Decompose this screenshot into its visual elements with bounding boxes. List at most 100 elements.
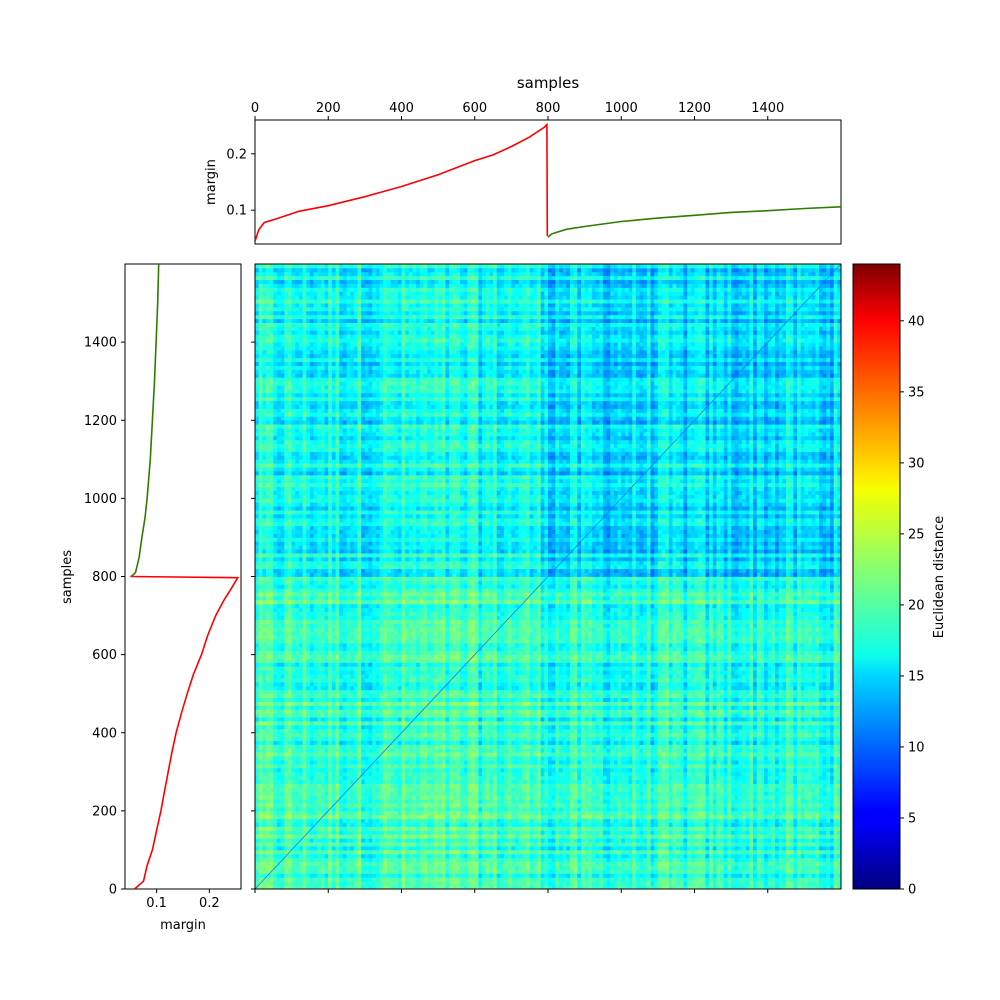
heatmap-cell xyxy=(431,799,435,803)
heatmap-cell xyxy=(632,869,636,873)
heatmap-cell xyxy=(636,838,640,842)
heatmap-cell xyxy=(559,791,563,795)
heatmap-cell xyxy=(343,850,347,854)
heatmap-cell xyxy=(332,858,336,862)
heatmap-cell xyxy=(662,791,666,795)
heatmap-cell xyxy=(749,830,753,834)
heatmap-cell xyxy=(779,791,783,795)
heatmap-cell xyxy=(684,815,688,819)
heatmap-cell xyxy=(673,881,677,885)
heatmap-cell xyxy=(695,795,699,799)
heatmap-cell xyxy=(434,862,438,866)
heatmap-cell xyxy=(277,768,281,772)
heatmap-cell xyxy=(508,791,512,795)
heatmap-cell xyxy=(731,834,735,838)
heatmap-cell xyxy=(566,877,570,881)
heatmap-cell xyxy=(815,877,819,881)
heatmap-cell xyxy=(306,838,310,842)
heatmap-cell xyxy=(493,823,497,827)
heatmap-cell xyxy=(391,803,395,807)
heatmap-cell xyxy=(566,827,570,831)
heatmap-cell xyxy=(815,799,819,803)
heatmap-cell xyxy=(687,877,691,881)
heatmap-cell xyxy=(629,858,633,862)
heatmap-cell xyxy=(299,854,303,858)
heatmap-cell xyxy=(629,780,633,784)
heatmap-cell xyxy=(387,819,391,823)
heatmap-cell xyxy=(303,795,307,799)
heatmap-cell xyxy=(420,772,424,776)
heatmap-cell xyxy=(255,838,259,842)
heatmap-cell xyxy=(768,784,772,788)
heatmap-cell xyxy=(588,776,592,780)
heatmap-cell xyxy=(808,842,812,846)
heatmap-cell xyxy=(500,807,504,811)
heatmap-cell xyxy=(383,834,387,838)
heatmap-cell xyxy=(621,846,625,850)
heatmap-cell xyxy=(727,772,731,776)
heatmap-cell xyxy=(713,881,717,885)
heatmap-cell xyxy=(658,811,662,815)
heatmap-cell xyxy=(434,772,438,776)
heatmap-cell xyxy=(775,858,779,862)
heatmap-cell xyxy=(391,873,395,877)
heatmap-cell xyxy=(552,858,556,862)
heatmap-cell xyxy=(775,815,779,819)
heatmap-cell xyxy=(735,784,739,788)
heatmap-cell xyxy=(277,787,281,791)
heatmap-cell xyxy=(793,854,797,858)
heatmap-cell xyxy=(804,842,808,846)
heatmap-cell xyxy=(724,780,728,784)
heatmap-cell xyxy=(533,846,537,850)
heatmap-cell xyxy=(680,784,684,788)
heatmap-cell xyxy=(530,866,534,870)
heatmap-cell xyxy=(383,873,387,877)
heatmap-cell xyxy=(760,772,764,776)
heatmap-cell xyxy=(434,842,438,846)
heatmap-cell xyxy=(684,807,688,811)
heatmap-cell xyxy=(665,768,669,772)
heatmap-cell xyxy=(325,854,329,858)
heatmap-cell xyxy=(691,869,695,873)
heatmap-cell xyxy=(361,858,365,862)
heatmap-cell xyxy=(365,830,369,834)
heatmap-cell xyxy=(705,838,709,842)
heatmap-cell xyxy=(691,877,695,881)
heatmap-cell xyxy=(570,834,574,838)
heatmap-cell xyxy=(680,877,684,881)
heatmap-cell xyxy=(273,795,277,799)
heatmap-cell xyxy=(369,877,373,881)
heatmap-cell xyxy=(266,791,270,795)
heatmap-cell xyxy=(460,842,464,846)
heatmap-cell xyxy=(705,866,709,870)
heatmap-cell xyxy=(354,795,358,799)
heatmap-cell xyxy=(442,830,446,834)
heatmap-cell xyxy=(629,819,633,823)
heatmap-cell xyxy=(336,830,340,834)
heatmap-cell xyxy=(423,877,427,881)
heatmap-cell xyxy=(596,791,600,795)
heatmap-cell xyxy=(442,799,446,803)
heatmap-cell xyxy=(420,784,424,788)
heatmap-cell xyxy=(636,795,640,799)
heatmap-cell xyxy=(548,881,552,885)
heatmap-cell xyxy=(548,795,552,799)
heatmap-cell xyxy=(581,834,585,838)
heatmap-cell xyxy=(522,823,526,827)
heatmap-cell xyxy=(376,772,380,776)
heatmap-cell xyxy=(636,869,640,873)
heatmap-cell xyxy=(372,795,376,799)
heatmap-cell xyxy=(643,881,647,885)
heatmap-cell xyxy=(402,866,406,870)
heatmap-cell xyxy=(797,784,801,788)
heatmap-cell xyxy=(808,799,812,803)
heatmap-cell xyxy=(365,776,369,780)
heatmap-cell xyxy=(530,869,534,873)
heatmap-cell xyxy=(702,877,706,881)
heatmap-cell xyxy=(482,862,486,866)
heatmap-cell xyxy=(402,877,406,881)
heatmap-cell xyxy=(669,772,673,776)
heatmap-cell xyxy=(369,838,373,842)
heatmap-cell xyxy=(482,799,486,803)
heatmap-cell xyxy=(530,799,534,803)
